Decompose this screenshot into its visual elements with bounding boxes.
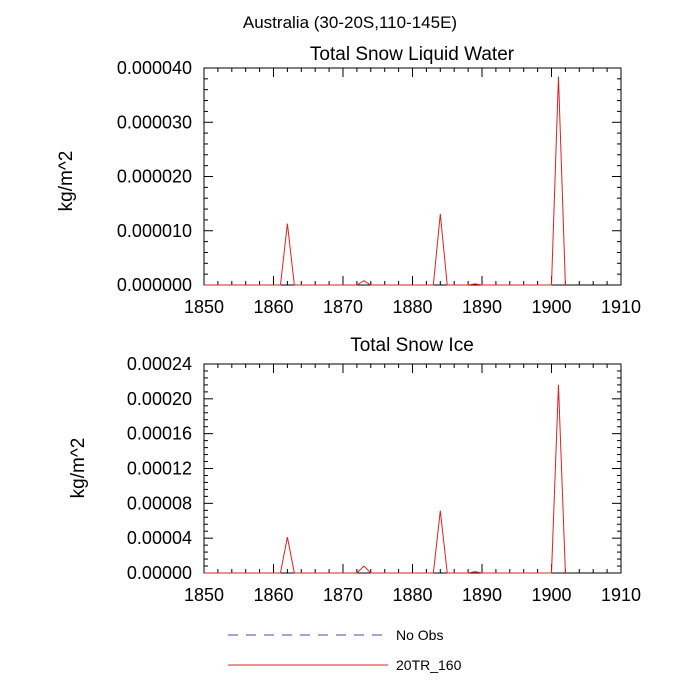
x-tick-label: 1850	[184, 297, 224, 317]
x-tick-label: 1880	[392, 297, 432, 317]
series-line	[204, 76, 566, 286]
y-tick-label: 0.00012	[127, 459, 192, 479]
x-tick-label: 1910	[601, 297, 641, 317]
x-tick-label: 1910	[601, 585, 641, 605]
x-tick-label: 1890	[462, 585, 502, 605]
y-tick-label: 0.00020	[127, 389, 192, 409]
x-tick-label: 1900	[531, 297, 571, 317]
y-tick-label: 0.00008	[127, 493, 192, 513]
y-axis-label: kg/m^2	[68, 438, 89, 499]
panel-title: Total Snow Liquid Water	[310, 44, 515, 65]
x-tick-label: 1890	[462, 297, 502, 317]
y-tick-label: 0.000040	[117, 58, 192, 78]
x-tick-label: 1870	[323, 585, 363, 605]
series-line	[204, 384, 566, 574]
y-tick-label: 0.00004	[127, 528, 192, 548]
x-tick-label: 1850	[184, 585, 224, 605]
y-tick-label: 0.000010	[117, 221, 192, 241]
figure-title: Australia (30-20S,110-145E)	[243, 13, 457, 32]
y-tick-label: 0.000000	[117, 275, 192, 295]
y-tick-label: 0.000030	[117, 112, 192, 132]
y-tick-label: 0.00024	[127, 354, 192, 374]
plot-frame	[203, 67, 622, 286]
panel-snow-ice: Total Snow Ice kg/m^2 1850 1860 1870 1880 18…	[68, 335, 641, 605]
y-tick-label: 0.00016	[127, 424, 192, 444]
legend-label-no-obs: No Obs	[396, 627, 443, 643]
x-tick-label: 1860	[253, 297, 293, 317]
legend: No Obs 20TR_160	[228, 627, 462, 673]
x-tick-label: 1870	[323, 297, 363, 317]
x-tick-label: 1900	[531, 585, 571, 605]
panel-title: Total Snow Ice	[350, 335, 474, 356]
x-tick-label: 1860	[253, 585, 293, 605]
y-tick-label: 0.000020	[117, 167, 192, 187]
y-axis-label: kg/m^2	[56, 151, 77, 212]
x-tick-label: 1880	[392, 585, 432, 605]
panel-snow-liquid-water: Total Snow Liquid Water kg/m^2 1850 1860 1…	[56, 44, 641, 317]
y-tick-label: 0.00000	[127, 563, 192, 583]
legend-label-20tr-160: 20TR_160	[396, 657, 462, 673]
